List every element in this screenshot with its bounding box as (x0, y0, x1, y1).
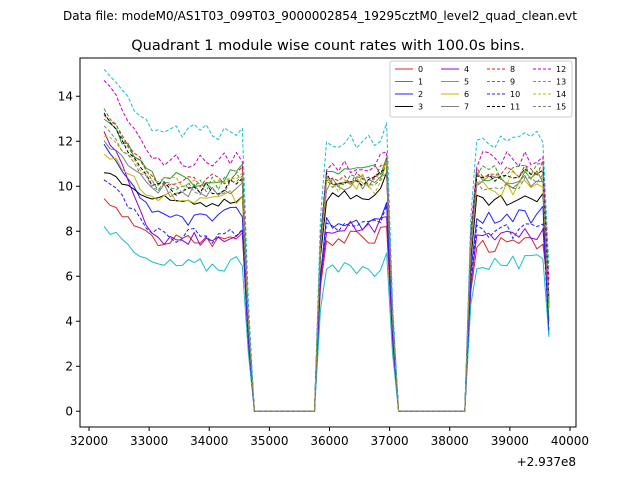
y-tick-label: 8 (65, 224, 73, 238)
legend-label: 11 (510, 103, 520, 112)
x-tick-label: 36000 (310, 434, 348, 448)
x-tick-label: 33000 (130, 434, 168, 448)
legend-label: 10 (510, 90, 520, 99)
x-tick-label: 39000 (491, 434, 529, 448)
legend-label: 14 (556, 90, 566, 99)
legend-label: 2 (418, 90, 423, 99)
x-tick-label: 34000 (190, 434, 228, 448)
y-axis: 0 2 4 6 8 10 12 14 (58, 89, 80, 418)
series-line-0 (103, 198, 550, 412)
chart-suptitle: Data file: modeM0/AS1T03_099T03_90000028… (63, 9, 577, 23)
series-line-7 (103, 140, 550, 412)
y-tick-label: 2 (65, 359, 73, 373)
series-line-4 (103, 131, 550, 412)
series-line-11 (103, 112, 550, 412)
y-tick-label: 6 (65, 269, 73, 283)
legend-label: 7 (464, 103, 469, 112)
legend-label: 13 (556, 78, 566, 87)
y-tick-label: 12 (58, 134, 73, 148)
y-tick-label: 4 (65, 314, 73, 328)
x-offset-label: +2.937e8 (517, 455, 576, 469)
x-tick-label: 35000 (250, 434, 288, 448)
series-line-14 (103, 135, 550, 412)
legend-label: 6 (464, 90, 469, 99)
series-line-15 (103, 125, 550, 412)
chart-title: Quadrant 1 module wise count rates with … (131, 38, 525, 54)
series-line-3 (103, 171, 550, 412)
series-line-10 (103, 179, 550, 412)
legend-label: 0 (418, 65, 423, 74)
x-tick-label: 40000 (551, 434, 589, 448)
y-tick-label: 10 (58, 179, 73, 193)
series-line-12 (103, 80, 550, 412)
x-tick-label: 37000 (371, 434, 409, 448)
legend-label: 5 (464, 78, 469, 87)
legend-label: 12 (556, 65, 566, 74)
x-axis: 32000 33000 34000 35000 36000 37000 38000 39000… (70, 427, 589, 448)
legend-label: 3 (418, 103, 423, 112)
x-tick-label: 38000 (431, 434, 469, 448)
series-line-5 (103, 226, 550, 412)
legend-label: 1 (418, 78, 423, 87)
legend-label: 15 (556, 103, 566, 112)
legend-label: 9 (510, 78, 515, 87)
series-layer (103, 68, 550, 412)
series-line-2 (103, 143, 550, 412)
y-tick-label: 0 (65, 404, 73, 418)
legend-frame (389, 60, 573, 118)
legend-label: 8 (510, 65, 515, 74)
x-tick-label: 32000 (70, 434, 108, 448)
legend-label: 4 (464, 65, 469, 74)
y-tick-label: 14 (58, 89, 73, 103)
